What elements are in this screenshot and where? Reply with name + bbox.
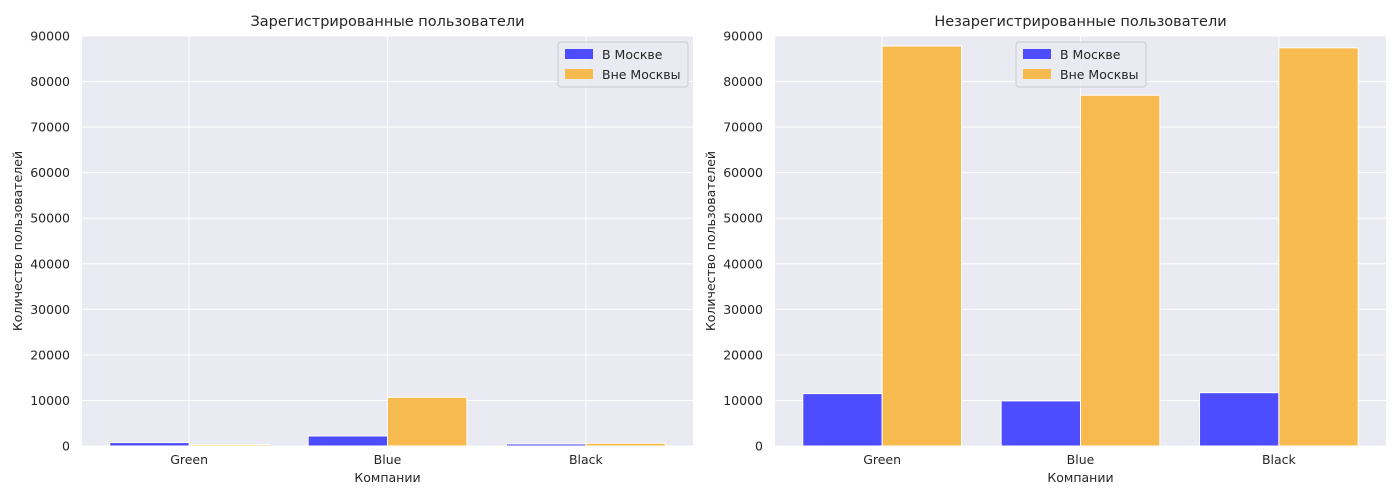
bar-outside-green[interactable] bbox=[188, 444, 269, 447]
x-tick-label: Black bbox=[1262, 452, 1297, 467]
bar-moscow-blue[interactable] bbox=[307, 435, 388, 447]
x-tick-label: Black bbox=[569, 452, 604, 467]
x-tick-label: Blue bbox=[1067, 452, 1095, 467]
y-tick-label: 60000 bbox=[30, 165, 70, 180]
chart-title: Зарегистрированные пользователи bbox=[250, 14, 524, 30]
y-tick-label: 0 bbox=[755, 439, 763, 454]
bar-outside-blue[interactable] bbox=[1080, 94, 1161, 447]
chart-panel-1: 0 10000 20000 30000 40000 50000 60000 70000 8000… bbox=[10, 14, 693, 485]
y-tick-label: 50000 bbox=[30, 211, 70, 226]
legend-swatch bbox=[1023, 69, 1051, 79]
y-tick-label: 90000 bbox=[723, 29, 763, 44]
y-tick-label: 10000 bbox=[723, 393, 763, 408]
bar-outside-black[interactable] bbox=[585, 442, 666, 447]
legend-label: В Москве bbox=[602, 47, 663, 62]
bar-moscow-black[interactable] bbox=[1199, 392, 1280, 447]
y-tick-label: 20000 bbox=[30, 347, 70, 362]
y-tick-label: 80000 bbox=[723, 74, 763, 89]
y-tick-label: 80000 bbox=[30, 74, 70, 89]
bar-outside-black[interactable] bbox=[1278, 47, 1359, 447]
x-tick-label: Blue bbox=[374, 452, 402, 467]
bar-outside-green[interactable] bbox=[881, 45, 962, 447]
y-tick-label: 40000 bbox=[723, 256, 763, 271]
y-tick-label: 70000 bbox=[30, 120, 70, 135]
legend-swatch bbox=[565, 49, 593, 59]
chart-title: Незарегистрированные пользователи bbox=[934, 14, 1226, 30]
bar-outside-blue[interactable] bbox=[387, 396, 468, 447]
chart-panel-2: 0 10000 20000 30000 40000 50000 60000 70000 8000… bbox=[703, 14, 1386, 485]
y-tick-label: 10000 bbox=[30, 393, 70, 408]
y-tick-label: 30000 bbox=[723, 302, 763, 317]
y-tick-label: 70000 bbox=[723, 120, 763, 135]
y-tick-label: 50000 bbox=[723, 211, 763, 226]
y-tick-label: 60000 bbox=[723, 165, 763, 180]
legend-swatch bbox=[1023, 49, 1051, 59]
y-tick-label: 40000 bbox=[30, 256, 70, 271]
y-tick-label: 20000 bbox=[723, 347, 763, 362]
legend-label: В Москве bbox=[1060, 47, 1121, 62]
legend-swatch bbox=[565, 69, 593, 79]
bar-moscow-green[interactable] bbox=[109, 442, 190, 447]
bar-moscow-green[interactable] bbox=[802, 393, 883, 447]
legend: В Москве Вне Москвы bbox=[1015, 41, 1147, 88]
legend-label: Вне Москвы bbox=[1060, 67, 1139, 82]
y-axis-label: Количество пользователей bbox=[703, 151, 718, 331]
x-tick-label: Green bbox=[863, 452, 901, 467]
bar-moscow-black[interactable] bbox=[506, 443, 587, 447]
y-tick-label: 90000 bbox=[30, 29, 70, 44]
y-tick-label: 0 bbox=[62, 439, 70, 454]
x-axis-label: Компании bbox=[1047, 470, 1113, 485]
y-axis-label: Количество пользователей bbox=[10, 151, 25, 331]
legend-label: Вне Москвы bbox=[602, 67, 681, 82]
legend: В Москве Вне Москвы bbox=[557, 41, 689, 88]
x-tick-label: Green bbox=[170, 452, 208, 467]
x-axis-label: Компании bbox=[354, 470, 420, 485]
bar-moscow-blue[interactable] bbox=[1000, 400, 1081, 447]
y-tick-label: 30000 bbox=[30, 302, 70, 317]
